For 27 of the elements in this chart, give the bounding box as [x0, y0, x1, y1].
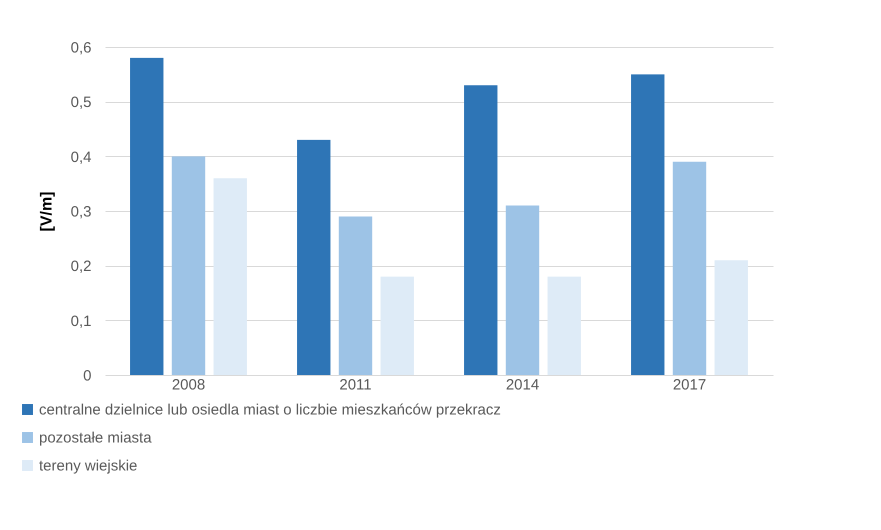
- y-tick-label: 0: [83, 368, 92, 384]
- bar: [672, 162, 706, 375]
- legend-label: tereny wiejskie: [39, 458, 138, 474]
- bar: [548, 276, 581, 375]
- bar: [214, 178, 247, 375]
- x-tick-label: 2017: [672, 376, 706, 394]
- y-tick-label: 0,1: [70, 312, 92, 330]
- bar: [130, 58, 164, 375]
- y-tick-label: 0,6: [70, 40, 92, 56]
- bar: [297, 140, 330, 375]
- bar: [714, 260, 748, 375]
- y-tick-label: 0,4: [70, 148, 92, 166]
- y-axis-title: [V/m]: [38, 192, 56, 232]
- bar: [172, 156, 206, 375]
- bar: [338, 216, 372, 375]
- x-tick-label: 2008: [172, 376, 206, 394]
- bar: [464, 85, 498, 375]
- bar: [380, 276, 414, 375]
- bar: [506, 206, 540, 375]
- y-tick-label: 0,3: [70, 204, 92, 220]
- x-tick-label: 2014: [506, 376, 540, 394]
- y-tick-label: 0,5: [70, 94, 92, 112]
- y-tick-label: 0,2: [70, 258, 92, 276]
- x-tick-label: 2011: [339, 376, 372, 394]
- bar: [631, 74, 664, 375]
- legend-label: centralne dzielnice lub osiedla miast o liczbie mieszkańców przekracz: [39, 402, 501, 418]
- legend-label: pozostałe miasta: [39, 430, 152, 446]
